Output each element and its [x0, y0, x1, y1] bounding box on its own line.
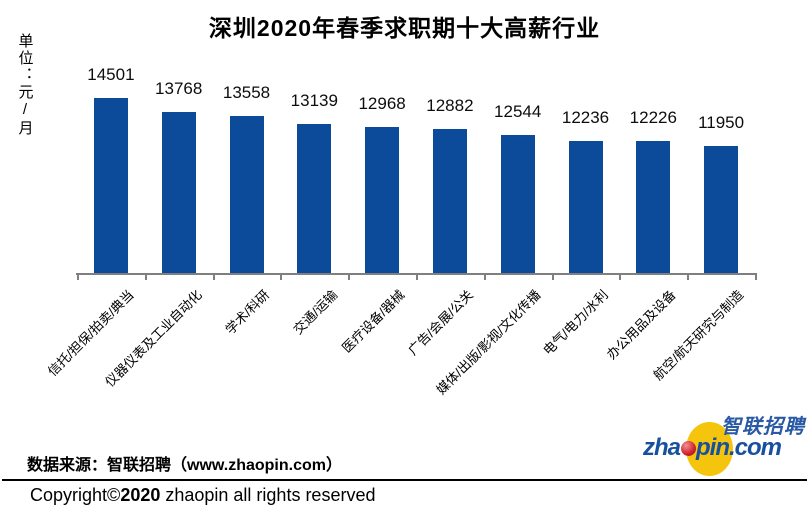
bar-value-label: 12544	[494, 102, 542, 121]
category-label-text: 广告/会展/公关	[404, 287, 476, 358]
footer-divider	[2, 479, 807, 481]
bar-value-label: 14501	[87, 65, 135, 84]
x-axis-tick	[551, 275, 554, 280]
bar-value-label: 11950	[698, 113, 745, 132]
bar	[500, 135, 535, 273]
copyright-post: zhaopin all rights reserved	[160, 485, 376, 505]
x-axis-tick	[755, 275, 757, 280]
bar-value-label: 12226	[629, 108, 677, 127]
y-axis-unit-label: 单位：元/月	[16, 33, 34, 137]
bar-value-label: 13768	[155, 79, 203, 98]
copyright-year: 2020	[120, 485, 161, 505]
logo-domain-post: pin.com	[696, 434, 782, 461]
logo-chinese-name: 智联招聘	[721, 416, 805, 438]
bar-value-label: 12968	[358, 94, 406, 113]
category-label-text: 学术/科研	[222, 287, 273, 338]
x-axis-tick	[212, 275, 215, 280]
bar	[161, 112, 196, 273]
bar	[365, 127, 400, 273]
logo-red-dot-icon	[681, 441, 697, 456]
bar	[93, 98, 128, 273]
x-axis-tick	[619, 275, 622, 280]
logo-domain-text: zha pin.com	[643, 434, 782, 462]
source-legend-swatch-icon	[3, 455, 20, 472]
x-axis-line	[76, 273, 757, 275]
logo-domain-pre: zha	[643, 434, 681, 461]
copyright-text: Copyright©2020 zhaopin all rights reserv…	[30, 485, 375, 506]
bar	[297, 124, 332, 273]
x-axis-tick	[416, 275, 418, 280]
x-axis-tick	[144, 275, 147, 280]
bar-value-label: 13558	[222, 83, 271, 102]
bar	[568, 141, 603, 273]
x-axis-tick	[280, 275, 283, 280]
copyright-pre: Copyright©	[30, 485, 121, 505]
bar-value-label: 12236	[561, 108, 610, 127]
bar	[229, 116, 264, 273]
bar-value-label: 12882	[426, 96, 474, 115]
bar	[704, 146, 739, 273]
x-axis-tick	[77, 275, 79, 280]
chart-title: 深圳2020年春季求职期十大高薪行业	[208, 15, 601, 41]
zhaopin-logo: 智联招聘 zha pin.com	[638, 403, 808, 478]
category-label-text: 医疗设备/器械	[339, 287, 408, 356]
bar-value-label: 13139	[290, 91, 338, 110]
x-axis-tick	[687, 275, 690, 280]
x-axis-tick	[348, 275, 351, 280]
category-label-text: 交通/运输	[290, 287, 341, 338]
bar	[432, 129, 467, 273]
bar	[636, 141, 671, 273]
category-label-text: 电气/电力/水利	[540, 287, 612, 358]
data-source-text: 数据来源：智联招聘（www.zhaopin.com）	[27, 457, 342, 474]
x-axis-tick	[483, 275, 486, 280]
